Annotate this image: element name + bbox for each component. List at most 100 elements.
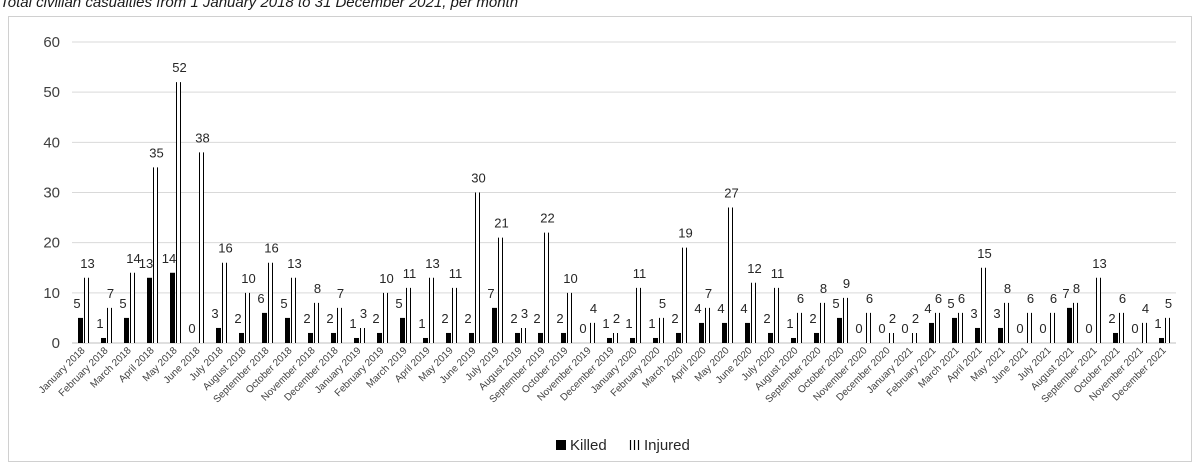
bar-injured (1096, 277, 1101, 343)
bar-injured (797, 312, 802, 343)
bar-injured-fill (912, 332, 917, 343)
bar-injured (130, 272, 135, 343)
bar-killed (308, 332, 313, 343)
data-label-killed: 1 (625, 316, 632, 331)
y-tick-label: 10 (43, 285, 60, 302)
bar-injured-fill (429, 277, 434, 343)
bar-killed (745, 322, 750, 343)
data-label-injured: 4 (1142, 301, 1149, 316)
y-tick-label: 50 (43, 84, 60, 101)
data-label-injured: 6 (958, 291, 965, 306)
bar-injured-fill (475, 192, 480, 343)
legend-swatch-killed (556, 440, 566, 450)
bar-injured (728, 207, 733, 343)
data-label-injured: 8 (1073, 281, 1080, 296)
bar-injured-fill (498, 237, 503, 343)
data-label-killed: 0 (1131, 321, 1138, 336)
data-label-killed: 0 (855, 321, 862, 336)
data-label-killed: 2 (464, 311, 471, 326)
bar-injured (452, 287, 457, 343)
bar-killed (1159, 337, 1164, 343)
bar-injured-fill (751, 282, 756, 343)
data-label-injured: 13 (287, 256, 301, 271)
data-label-injured: 8 (314, 281, 321, 296)
data-label-injured: 6 (866, 291, 873, 306)
bar-injured (981, 267, 986, 343)
data-label-killed: 0 (579, 321, 586, 336)
data-label-injured: 10 (379, 271, 393, 286)
data-label-killed: 5 (280, 296, 287, 311)
data-label-injured: 11 (403, 266, 417, 281)
legend-label-killed: Killed (570, 437, 607, 454)
data-label-killed: 5 (119, 296, 126, 311)
bar-injured (406, 287, 411, 343)
data-label-killed: 7 (1062, 286, 1069, 301)
bar-injured (590, 322, 595, 343)
data-label-injured: 9 (843, 276, 850, 291)
bar-injured-fill (1165, 317, 1170, 343)
bar-injured-fill (1004, 302, 1009, 343)
legend: Killed Injured (556, 437, 690, 454)
data-label-injured: 2 (889, 311, 896, 326)
bar-injured (636, 287, 641, 343)
bar-injured-fill (958, 312, 963, 343)
data-label-injured: 8 (1004, 281, 1011, 296)
data-label-injured: 10 (563, 271, 577, 286)
data-label-injured: 2 (912, 311, 919, 326)
data-label-injured: 13 (1092, 256, 1106, 271)
bar-killed (814, 332, 819, 343)
bar-injured-fill (1027, 312, 1032, 343)
data-label-killed: 5 (73, 296, 80, 311)
data-label-killed: 14 (162, 251, 176, 266)
bar-injured-fill (337, 307, 342, 343)
data-label-killed: 4 (740, 301, 747, 316)
data-label-killed: 0 (1016, 321, 1023, 336)
data-label-injured: 27 (724, 186, 738, 201)
bar-injured (383, 292, 388, 343)
bar-killed (78, 317, 83, 343)
bar-injured (567, 292, 572, 343)
bar-killed (837, 317, 842, 343)
data-label-killed: 4 (717, 301, 724, 316)
bar-injured (291, 277, 296, 343)
data-label-killed: 5 (395, 296, 402, 311)
bar-injured-fill (659, 317, 664, 343)
bars (78, 82, 1170, 343)
bar-injured (337, 307, 342, 343)
bar-injured-fill (360, 327, 365, 343)
bar-killed (262, 312, 267, 343)
data-label-injured: 8 (820, 281, 827, 296)
bar-injured-fill (590, 322, 595, 343)
bar-injured-fill (268, 262, 273, 343)
data-label-killed: 2 (234, 311, 241, 326)
bar-injured (429, 277, 434, 343)
data-label-killed: 7 (487, 286, 494, 301)
bar-injured-fill (222, 262, 227, 343)
y-tick-label: 40 (43, 134, 60, 151)
bar-injured-fill (1050, 312, 1055, 343)
data-label-injured: 14 (126, 251, 140, 266)
bar-injured (245, 292, 250, 343)
bar-injured (498, 237, 503, 343)
data-label-injured: 11 (633, 266, 647, 281)
data-label-injured: 13 (80, 256, 94, 271)
bar-injured (107, 307, 112, 343)
bar-injured (1004, 302, 1009, 343)
data-label-killed: 2 (441, 311, 448, 326)
data-label-killed: 0 (1039, 321, 1046, 336)
bar-injured-fill (1073, 302, 1078, 343)
data-label-killed: 2 (671, 311, 678, 326)
bar-injured-fill (291, 277, 296, 343)
bar-injured-fill (981, 267, 986, 343)
data-label-killed: 2 (809, 311, 816, 326)
data-label-killed: 5 (832, 296, 839, 311)
data-label-killed: 0 (1085, 321, 1092, 336)
bar-injured (682, 247, 687, 343)
bar-killed (515, 332, 520, 343)
data-label-killed: 1 (349, 316, 356, 331)
bar-injured-fill (935, 312, 940, 343)
bar-injured-fill (176, 82, 181, 343)
bar-killed (492, 307, 497, 343)
data-label-killed: 13 (139, 256, 153, 271)
